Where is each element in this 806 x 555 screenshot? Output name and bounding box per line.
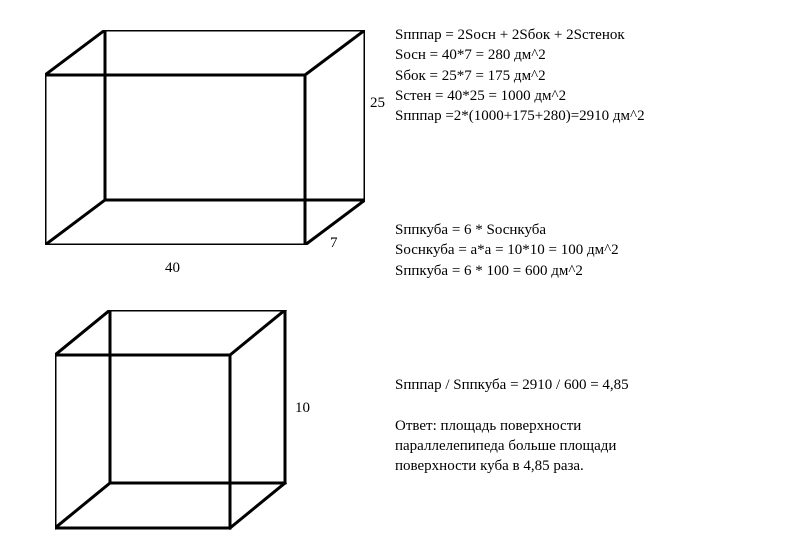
parallelepiped-svg xyxy=(45,30,365,245)
text-line: Sпппар =2*(1000+175+280)=2910 дм^2 xyxy=(395,106,645,126)
para-height-label: 25 xyxy=(370,95,385,112)
text-line xyxy=(395,395,629,415)
text-line: поверхности куба в 4,85 раза. xyxy=(395,456,629,476)
calc-block-cube: Sппкуба = 6 * SоснкубаSоснкуба = a*a = 1… xyxy=(395,220,619,281)
text-line: Sппкуба = 6 * 100 = 600 дм^2 xyxy=(395,261,619,281)
para-depth-label: 7 xyxy=(330,235,338,252)
text-line: Sстен = 40*25 = 1000 дм^2 xyxy=(395,86,645,106)
text-line: Sбок = 25*7 = 175 дм^2 xyxy=(395,66,645,86)
parallelepiped-diagram xyxy=(45,30,365,245)
cube-edge-label: 10 xyxy=(295,400,310,417)
text-line: Sосн = 40*7 = 280 дм^2 xyxy=(395,45,645,65)
answer-block: Sпппар / Sппкуба = 2910 / 600 = 4,85 Отв… xyxy=(395,375,629,476)
text-line: Sпппар / Sппкуба = 2910 / 600 = 4,85 xyxy=(395,375,629,395)
cube-svg xyxy=(55,310,315,530)
para-width-label: 40 xyxy=(165,260,180,277)
text-line: Sоснкуба = a*a = 10*10 = 100 дм^2 xyxy=(395,240,619,260)
text-line: параллелепипеда больше площади xyxy=(395,436,629,456)
text-line: Ответ: площадь поверхности xyxy=(395,416,629,436)
cube-diagram xyxy=(55,310,315,530)
calc-block-parallelepiped: Sпппар = 2Sосн + 2Sбок + 2SстенокSосн = … xyxy=(395,25,645,126)
text-line: Sппкуба = 6 * Sоснкуба xyxy=(395,220,619,240)
text-line: Sпппар = 2Sосн + 2Sбок + 2Sстенок xyxy=(395,25,645,45)
